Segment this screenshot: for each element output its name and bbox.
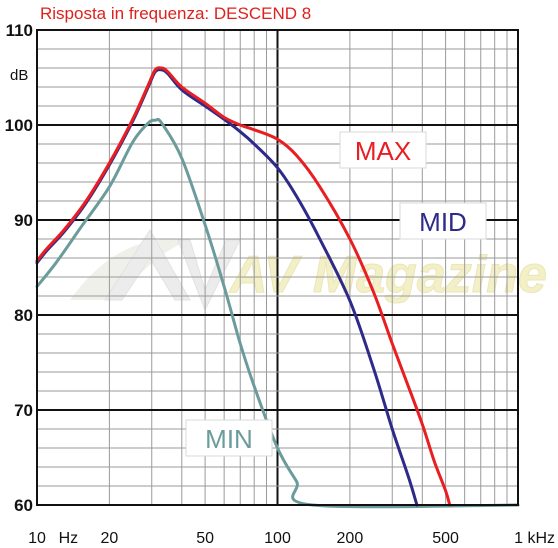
x-tick-label: 50 [196, 530, 214, 547]
x-tick-label: 1 kHz [514, 530, 555, 547]
watermark-logo: AV Magazine [70, 229, 547, 312]
series-tag-box-mid [399, 202, 487, 240]
plot-border [36, 29, 519, 506]
series-tag-min: MIN [205, 424, 253, 454]
series-tags: MAX MID MIN [185, 131, 487, 457]
watermark-text: AV Magazine [228, 246, 547, 304]
series-tag-mid: MID [419, 207, 467, 237]
x-tick-label: 100 [264, 530, 291, 547]
series-tag-box-min [185, 419, 273, 457]
y-axis-unit-label: dB [10, 67, 28, 84]
plot-grid [37, 29, 518, 506]
series-line-max [35, 66, 452, 507]
series-line-min [35, 117, 520, 509]
y-tick-label: 70 [14, 401, 33, 420]
y-tick-label: 100 [5, 116, 33, 135]
series-tag-box-max [339, 131, 427, 169]
x-tick-label: 500 [432, 530, 459, 547]
plot-frame [36, 29, 519, 506]
x-tick-labels: 10 Hz 20 50 100 200 500 1 kHz [28, 530, 555, 547]
x-tick-label: Hz [59, 530, 79, 547]
chart-title: Risposta in frequenza: DESCEND 8 [40, 4, 311, 23]
watermark-letter-a [104, 229, 191, 301]
y-tick-label: 80 [14, 306, 33, 325]
series-tag-max: MAX [355, 136, 411, 166]
y-tick-label: 60 [14, 496, 33, 515]
x-tick-label: 200 [337, 530, 364, 547]
x-tick-label: 10 [28, 530, 46, 547]
y-tick-labels: 60 70 80 90 100 110 [5, 21, 33, 515]
x-tick-label: 20 [100, 530, 118, 547]
plot-curves [35, 66, 520, 509]
y-tick-label: 90 [14, 211, 33, 230]
y-tick-label: 110 [6, 21, 33, 40]
